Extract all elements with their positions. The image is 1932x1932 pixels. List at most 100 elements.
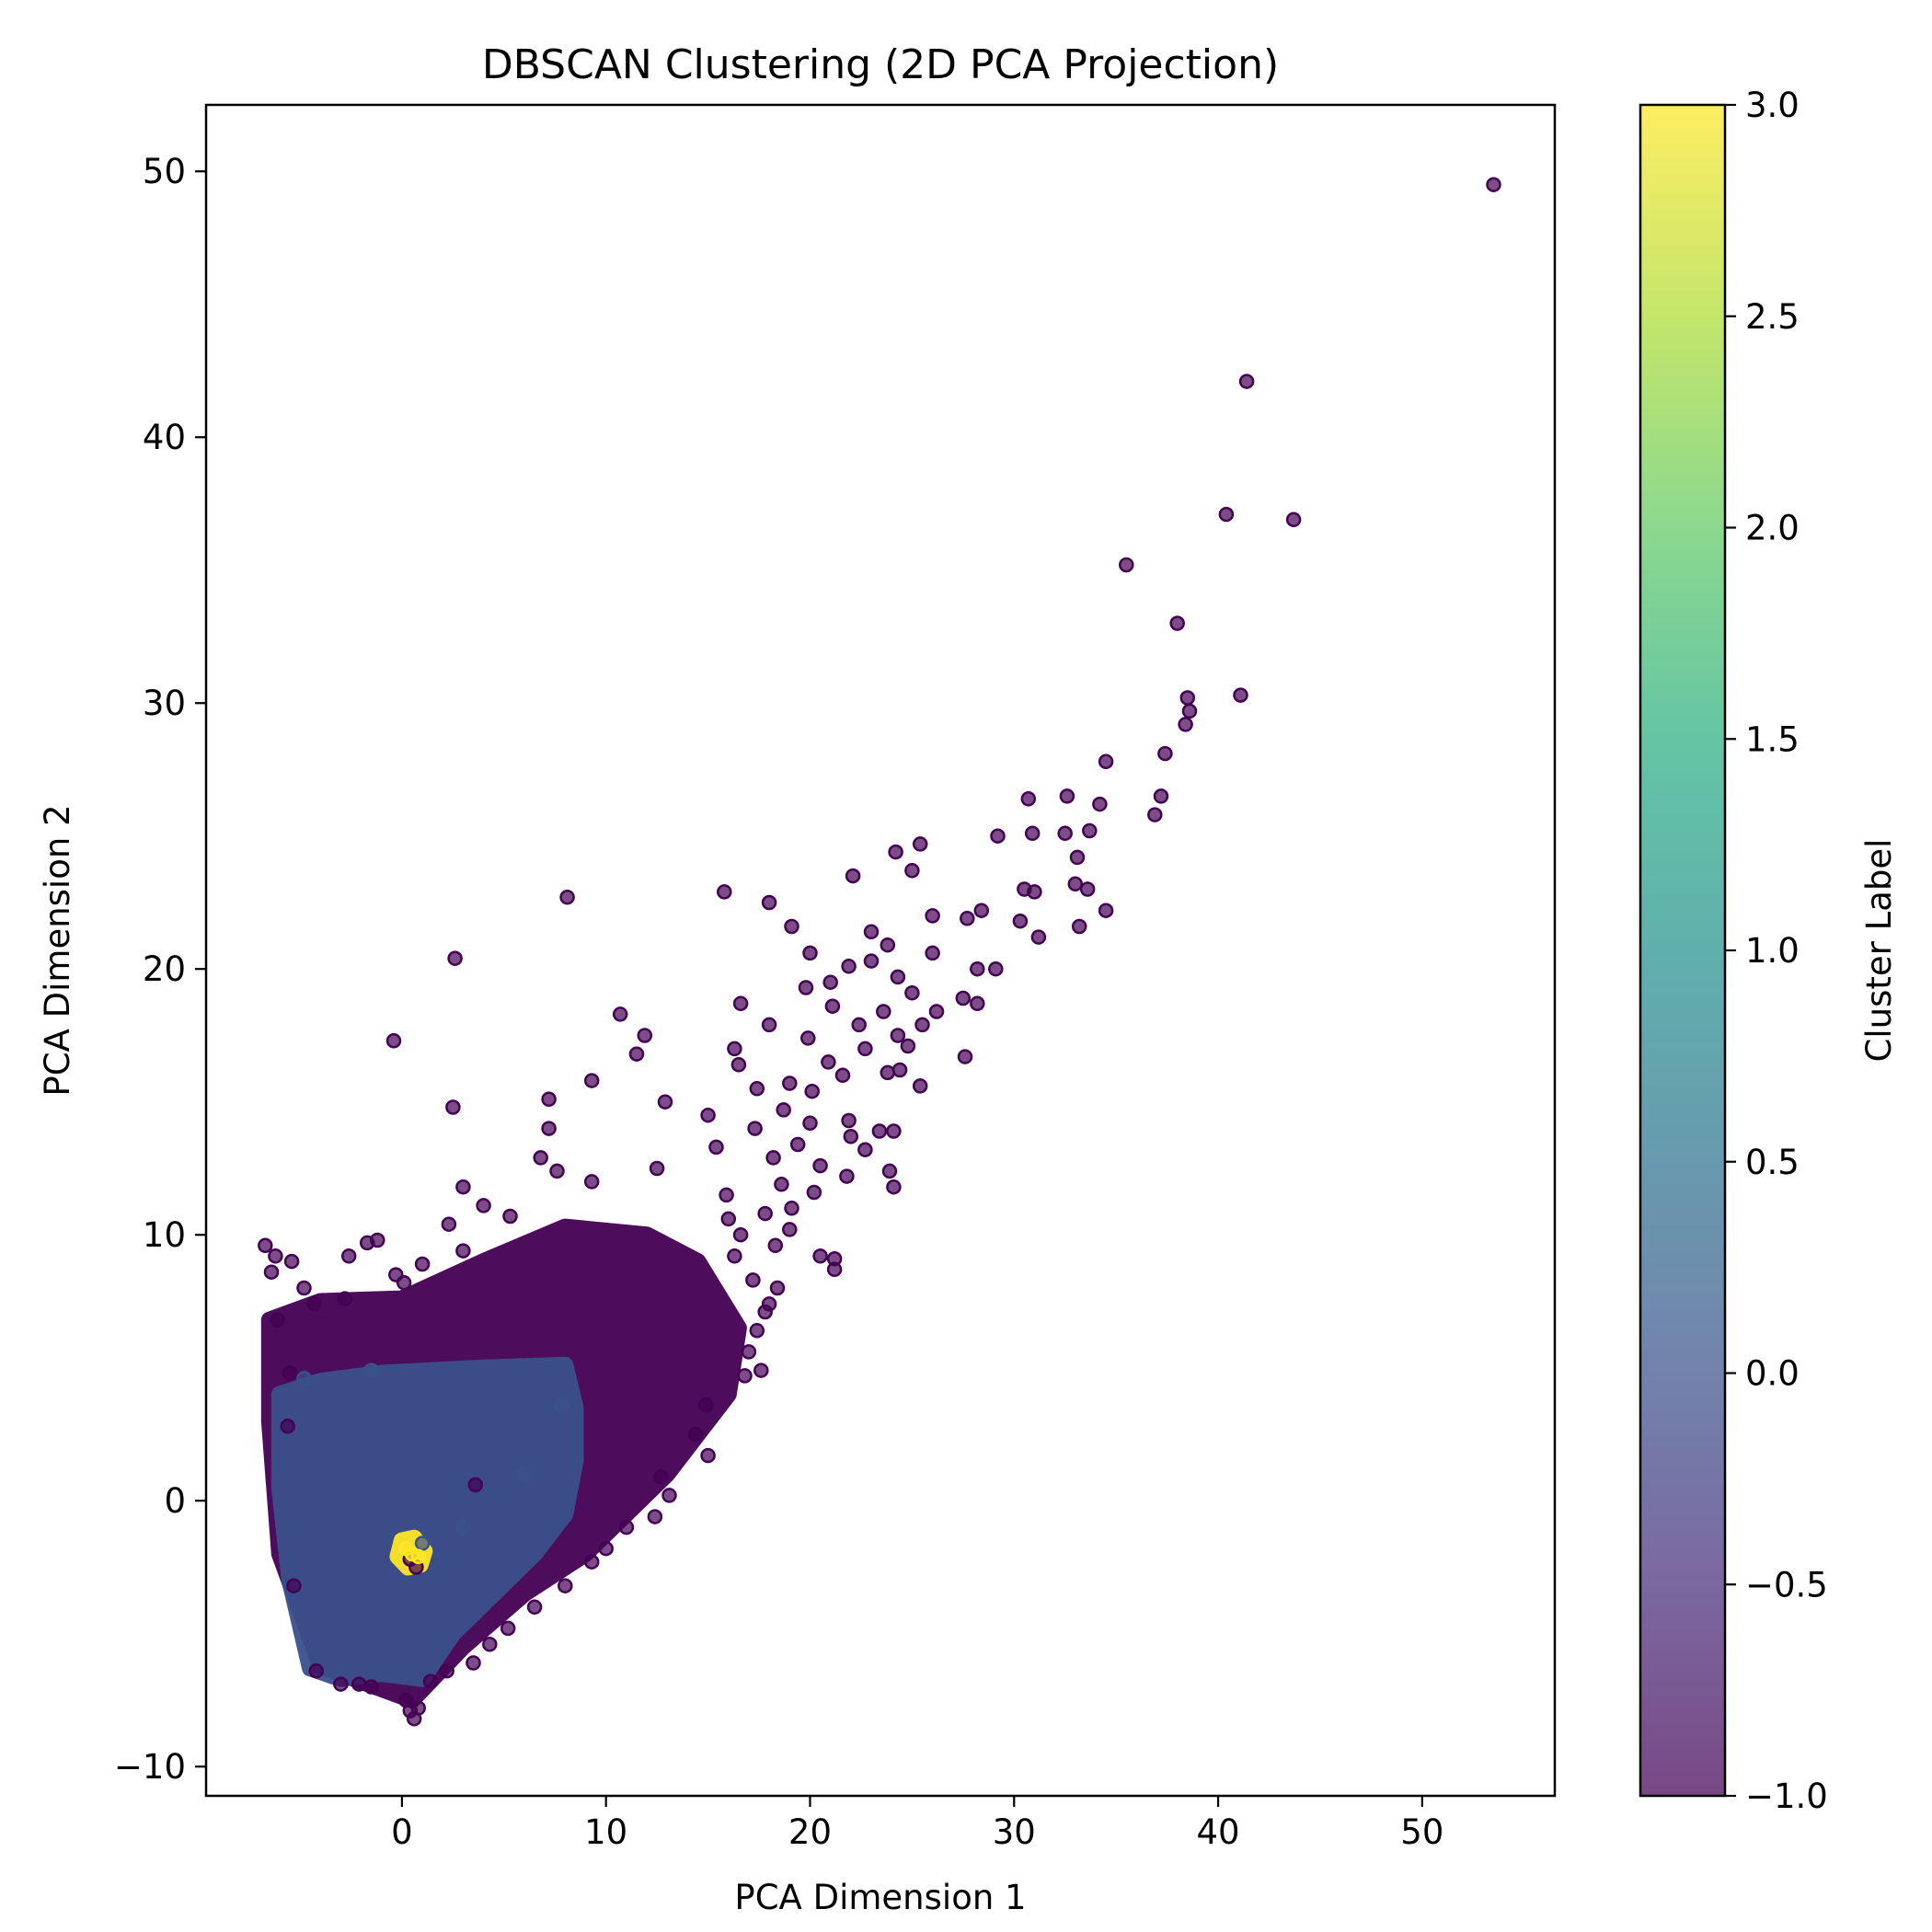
colorbar-tick-label: −0.5 — [1745, 1565, 1828, 1604]
data-point-100 — [812, 1157, 828, 1174]
data-point-5 — [1169, 615, 1185, 631]
data-point-84 — [657, 1094, 673, 1110]
data-point-50 — [890, 969, 906, 985]
data-point-2 — [1218, 506, 1235, 523]
data-point-60 — [928, 1004, 945, 1019]
data-point-167 — [363, 1679, 379, 1695]
data-point-155 — [583, 1554, 600, 1570]
data-point-80 — [912, 1078, 928, 1094]
data-point-122 — [767, 1237, 784, 1254]
data-point-107 — [455, 1179, 471, 1195]
data-point-81 — [749, 1081, 765, 1097]
data-point-118 — [732, 1226, 749, 1243]
data-point-132 — [263, 1264, 280, 1280]
data-point-158 — [500, 1620, 516, 1637]
data-point-26 — [1067, 876, 1084, 892]
colorbar-tick-label: 1.0 — [1745, 931, 1800, 971]
colorbar-tick-label: 2.5 — [1745, 297, 1800, 337]
data-point-101 — [649, 1160, 665, 1177]
data-point-169 — [333, 1676, 349, 1692]
data-point-127 — [812, 1248, 828, 1264]
data-point-168 — [351, 1676, 367, 1692]
data-point-29 — [1079, 881, 1096, 897]
data-point-109 — [806, 1184, 822, 1201]
data-point-39 — [784, 918, 799, 935]
data-point-17 — [1082, 822, 1098, 839]
data-point-10 — [1157, 745, 1173, 762]
data-point-68 — [900, 1038, 916, 1054]
data-point-146 — [698, 1397, 714, 1413]
data-point-65 — [637, 1028, 653, 1043]
data-point-30 — [717, 884, 732, 900]
colorbar-tick-label: 3.0 — [1745, 86, 1800, 125]
x-tick-label: 40 — [1197, 1812, 1240, 1852]
data-point-0 — [1486, 177, 1501, 192]
data-point-148 — [700, 1447, 716, 1464]
data-point-131 — [826, 1261, 843, 1278]
data-point-9 — [1178, 717, 1193, 732]
data-point-171 — [286, 1578, 302, 1593]
x-tick-label: 50 — [1400, 1812, 1443, 1852]
data-point-177 — [414, 1535, 431, 1551]
data-point-83 — [541, 1091, 557, 1108]
data-point-34 — [973, 903, 990, 918]
y-tick-label: 0 — [164, 1481, 186, 1521]
data-point-103 — [549, 1163, 565, 1179]
data-point-179 — [516, 1466, 533, 1482]
data-point-108 — [886, 1179, 902, 1195]
data-point-112 — [784, 1201, 799, 1216]
data-point-41 — [1030, 929, 1047, 945]
data-point-161 — [439, 1662, 454, 1679]
data-point-38 — [1071, 918, 1087, 935]
data-point-156 — [558, 1578, 573, 1593]
data-point-36 — [925, 908, 940, 924]
data-point-143 — [741, 1344, 757, 1360]
colorbar-tick-label: 0.5 — [1745, 1143, 1800, 1182]
data-point-137 — [296, 1280, 312, 1296]
data-point-47 — [841, 959, 857, 974]
data-point-46 — [863, 953, 880, 969]
data-point-129 — [283, 1253, 300, 1270]
data-point-16 — [1147, 807, 1163, 822]
data-point-105 — [583, 1174, 600, 1190]
data-point-185 — [410, 1548, 426, 1565]
data-point-182 — [363, 1363, 379, 1378]
data-point-166 — [402, 1703, 419, 1719]
data-point-85 — [445, 1099, 461, 1115]
data-point-15 — [1092, 796, 1108, 812]
colorbar-label: Cluster Label — [1859, 839, 1899, 1063]
data-point-151 — [467, 1477, 484, 1493]
data-point-59 — [612, 1006, 628, 1022]
data-point-82 — [804, 1083, 820, 1099]
data-point-71 — [628, 1046, 645, 1062]
data-point-141 — [757, 1304, 773, 1320]
data-point-55 — [970, 995, 985, 1012]
x-axis-ticks: 0 10 20 30 40 50 — [391, 1796, 1443, 1852]
data-point-54 — [955, 990, 972, 1006]
colorbar-tick-label: −1.0 — [1745, 1777, 1828, 1816]
data-point-12 — [1020, 791, 1037, 807]
data-point-14 — [1153, 788, 1169, 804]
data-point-61 — [851, 1017, 867, 1033]
y-tick-label: 10 — [143, 1215, 186, 1255]
data-point-96 — [708, 1139, 724, 1156]
data-point-25 — [845, 868, 861, 884]
colorbar-tick-label: 2.0 — [1745, 509, 1800, 548]
data-point-123 — [455, 1243, 471, 1259]
data-point-53 — [904, 984, 920, 1001]
data-point-115 — [720, 1211, 737, 1227]
data-point-145 — [753, 1363, 769, 1378]
data-point-78 — [583, 1073, 600, 1088]
data-point-18 — [1057, 825, 1073, 842]
data-point-37 — [960, 911, 975, 926]
data-point-94 — [843, 1129, 859, 1144]
data-point-32 — [761, 894, 777, 911]
y-tick-label: 40 — [143, 418, 186, 457]
data-point-31 — [559, 889, 575, 905]
data-point-20 — [990, 828, 1006, 844]
data-point-95 — [789, 1136, 806, 1153]
x-tick-label: 30 — [993, 1812, 1036, 1852]
data-point-113 — [757, 1205, 773, 1222]
data-point-106 — [774, 1177, 789, 1192]
